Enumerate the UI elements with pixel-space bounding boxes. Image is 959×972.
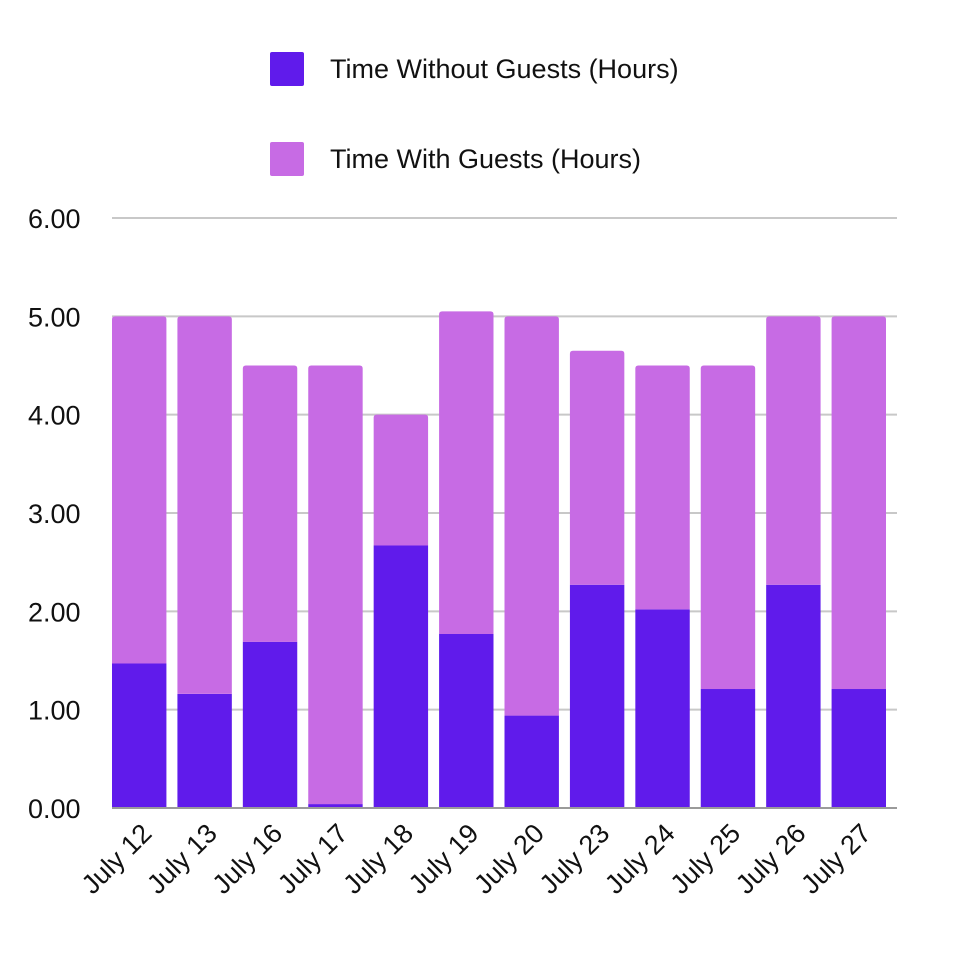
bar-segment-without-guests	[242, 641, 298, 808]
x-tick-label: July 27	[795, 818, 877, 900]
bar-segment-without-guests	[569, 584, 625, 808]
x-tick-label: July 24	[599, 818, 681, 900]
bar-segment-without-guests	[504, 715, 559, 808]
bar-segment-with-guests	[242, 365, 298, 642]
bar-segment-with-guests	[831, 316, 886, 690]
bar-segment-without-guests	[373, 545, 429, 808]
bar-segment-without-guests	[831, 689, 886, 808]
bar-segment-without-guests	[177, 693, 232, 808]
legend-item-without-guests: Time Without Guests (Hours)	[270, 52, 679, 86]
legend-swatch-with-guests	[270, 142, 304, 176]
x-tick-label: July 16	[207, 818, 289, 900]
y-tick-label: 3.00	[28, 499, 81, 529]
bar-segment-without-guests	[308, 804, 363, 808]
bar-segment-with-guests	[308, 365, 363, 805]
bar-segment-with-guests	[504, 316, 559, 716]
bar-segment-with-guests	[177, 316, 232, 694]
y-tick-label: 0.00	[28, 794, 81, 824]
x-tick-label: July 25	[664, 818, 746, 900]
x-tick-label: July 19	[403, 818, 485, 900]
bar-segment-without-guests	[766, 584, 821, 808]
x-tick-label: July 20	[468, 818, 550, 900]
legend-swatch-without-guests	[270, 52, 304, 86]
bar-segment-with-guests	[112, 316, 167, 664]
bar-segment-with-guests	[439, 311, 494, 634]
y-tick-label: 2.00	[28, 597, 81, 627]
bar-segment-without-guests	[112, 663, 167, 808]
bar-segment-with-guests	[700, 365, 756, 690]
y-tick-label: 1.00	[28, 696, 81, 726]
bar-segment-with-guests	[766, 316, 821, 585]
bar-segment-without-guests	[635, 609, 690, 808]
legend-label-with-guests: Time With Guests (Hours)	[330, 143, 642, 174]
y-tick-label: 4.00	[28, 401, 81, 431]
x-tick-label: July 23	[534, 818, 616, 900]
y-tick-label: 5.00	[28, 302, 81, 332]
x-tick-label: July 13	[141, 818, 223, 900]
bar-segment-without-guests	[700, 689, 756, 808]
legend-item-with-guests: Time With Guests (Hours)	[270, 142, 641, 176]
legend-label-without-guests: Time Without Guests (Hours)	[330, 53, 679, 84]
bar-segment-without-guests	[439, 633, 494, 808]
x-tick-label: July 17	[272, 818, 354, 900]
bar-segment-with-guests	[373, 414, 429, 546]
bar-segment-with-guests	[635, 365, 690, 610]
bar-segment-with-guests	[569, 350, 625, 585]
x-tick-label: July 26	[730, 818, 812, 900]
y-tick-label: 6.00	[28, 204, 81, 234]
x-tick-label: July 12	[76, 818, 158, 900]
x-tick-label: July 18	[337, 818, 419, 900]
